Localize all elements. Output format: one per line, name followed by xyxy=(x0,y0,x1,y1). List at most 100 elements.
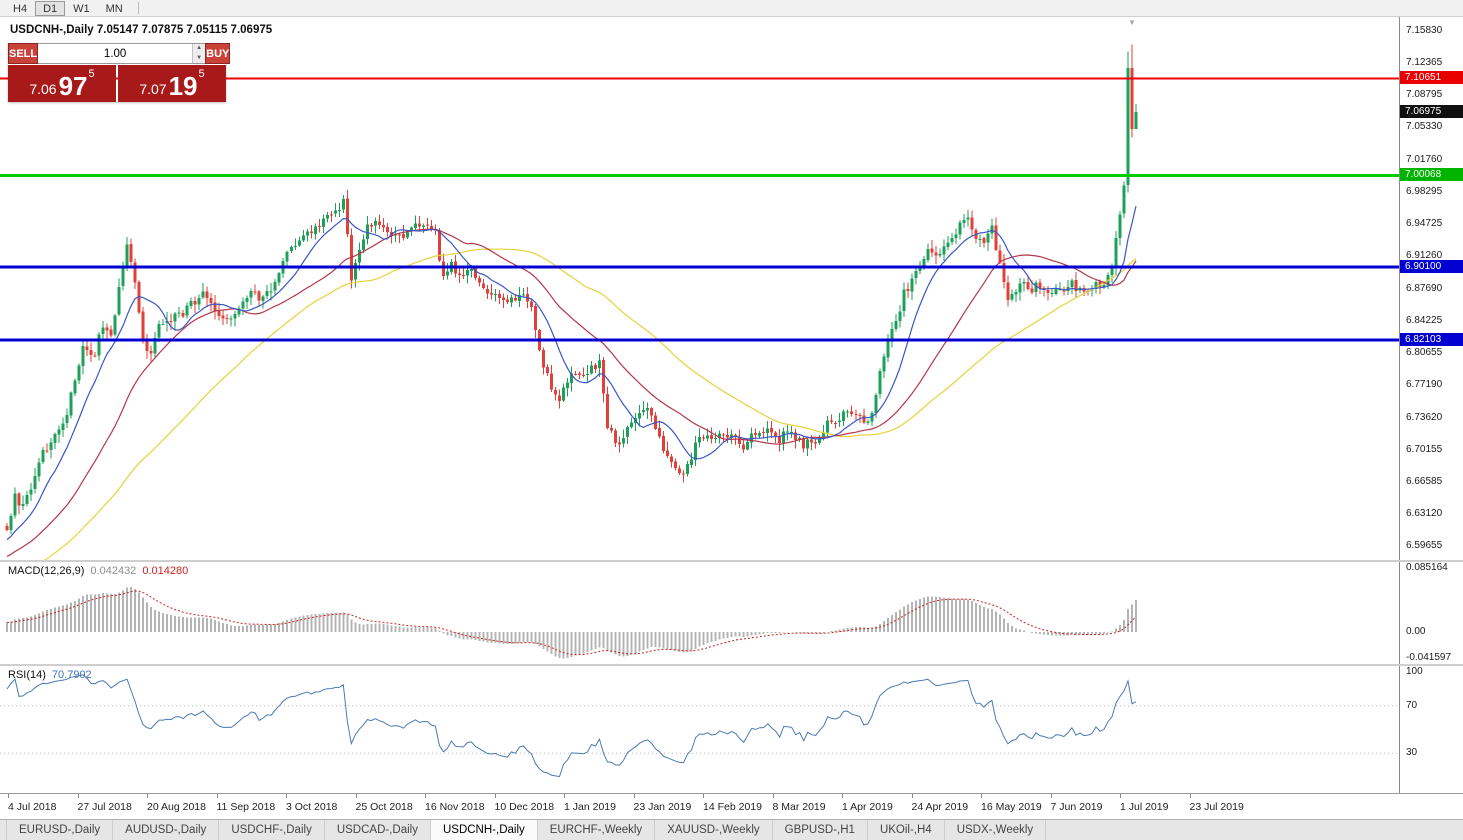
time-axis-label: 1 Jan 2019 xyxy=(564,801,616,813)
time-axis-label: 7 Jun 2019 xyxy=(1050,801,1103,813)
time-axis-label: 1 Jul 2019 xyxy=(1120,801,1169,813)
price-chart-canvas[interactable] xyxy=(0,17,1399,560)
panel-divider xyxy=(0,793,1463,794)
price-tag: 7.00068 xyxy=(1400,168,1463,181)
price-axis-label: 6.91260 xyxy=(1406,250,1443,261)
volume-increase-button[interactable]: ▲ xyxy=(193,44,206,54)
macd-axis-label: -0.041597 xyxy=(1406,652,1452,663)
price-axis[interactable]: 7.15830 7.12365 7.08795 7.05330 7.01760 6.982… xyxy=(1399,17,1463,560)
time-axis-label: 1 Apr 2019 xyxy=(842,801,893,813)
price-axis-label: 6.70155 xyxy=(1406,444,1443,455)
timeframe-button-w1[interactable]: W1 xyxy=(73,2,90,15)
time-tick xyxy=(286,794,287,798)
volume-input[interactable] xyxy=(38,44,193,63)
time-tick xyxy=(564,794,565,798)
time-tick xyxy=(1189,794,1191,798)
time-axis-label: 8 Mar 2019 xyxy=(772,801,826,813)
macd-axis[interactable]: 0.085164 0.00 -0.041597 xyxy=(1399,562,1463,664)
sell-price-point: 5 xyxy=(88,68,95,80)
time-tick xyxy=(772,794,774,798)
volume-decrease-button[interactable]: ▼ xyxy=(193,53,206,63)
chart-shift-marker-icon[interactable]: ▼ xyxy=(1128,18,1136,27)
panel-resize-handle[interactable] xyxy=(0,664,1463,666)
timeframe-toolbar: H4 D1 W1 MN xyxy=(0,0,1463,17)
price-axis-label: 7.01760 xyxy=(1406,154,1443,165)
price-axis-label: 6.66585 xyxy=(1406,476,1443,487)
chart-tab-gbpusd-h1[interactable]: GBPUSD-,H1 xyxy=(773,820,868,840)
chart-tab-audusd-daily[interactable]: AUDUSD-,Daily xyxy=(113,820,220,840)
panel-resize-handle[interactable] xyxy=(0,560,1463,562)
time-axis-label: 27 Jul 2018 xyxy=(77,801,132,813)
price-axis-label: 6.87690 xyxy=(1406,283,1443,294)
chart-tab-usdx-weekly[interactable]: USDX-,Weekly xyxy=(945,820,1047,840)
time-tick xyxy=(216,794,218,798)
price-axis-label: 7.12365 xyxy=(1406,57,1443,68)
toolbar-separator xyxy=(137,2,139,14)
sell-price-main: 7.06 xyxy=(29,81,57,97)
time-axis-label: 11 Sep 2018 xyxy=(216,801,276,813)
macd-axis-label: 0.00 xyxy=(1406,626,1426,637)
time-axis[interactable]: 4 Jul 2018 27 Jul 2018 20 Aug 2018 11 Sep 2… xyxy=(0,794,1463,819)
buy-price-button[interactable]: 7.07 19 5 xyxy=(118,65,226,102)
price-tag: 7.10651 xyxy=(1400,71,1463,84)
chart-tab-eurusd-daily[interactable]: EURUSD-,Daily xyxy=(6,820,114,840)
sell-price-button[interactable]: 7.06 97 5 xyxy=(8,65,116,102)
time-axis-label: 14 Feb 2019 xyxy=(703,801,762,813)
price-axis-label: 6.73620 xyxy=(1406,412,1443,423)
buy-price-main: 7.07 xyxy=(139,81,167,97)
time-tick xyxy=(842,794,843,798)
time-tick xyxy=(425,794,426,798)
timeframe-button-h4[interactable]: H4 xyxy=(13,2,28,15)
chart-tab-eurchf-weekly[interactable]: EURCHF-,Weekly xyxy=(538,820,656,840)
buy-price-point: 5 xyxy=(198,68,205,80)
timeframe-button-d1[interactable]: D1 xyxy=(35,0,66,16)
main-chart-panel: USDCNH-,Daily 7.05147 7.07875 7.05115 7.… xyxy=(0,17,1463,560)
price-axis-label: 6.98295 xyxy=(1406,186,1443,197)
price-axis-label: 7.05330 xyxy=(1406,121,1443,132)
macd-axis-label: 0.085164 xyxy=(1406,562,1448,573)
timeframe-button-mn[interactable]: MN xyxy=(105,2,123,15)
macd-panel: MACD(12,26,9) 0.042432 0.014280 0.085164 0.… xyxy=(0,562,1463,664)
time-tick xyxy=(981,794,982,798)
rsi-axis-label: 100 xyxy=(1406,666,1423,677)
time-axis-label: 3 Oct 2018 xyxy=(286,801,338,813)
time-tick xyxy=(8,794,9,798)
time-axis-label: 24 Apr 2019 xyxy=(911,801,969,813)
price-tag: 7.06975 xyxy=(1400,105,1463,118)
price-axis-label: 7.15830 xyxy=(1406,25,1443,36)
time-tick xyxy=(911,794,913,798)
rsi-axis-label: 70 xyxy=(1406,700,1418,711)
price-tag: 6.90100 xyxy=(1400,260,1463,273)
price-axis-label: 6.59655 xyxy=(1406,540,1443,551)
macd-canvas[interactable] xyxy=(0,562,1399,664)
time-tick xyxy=(1050,794,1052,798)
macd-indicator-label: MACD(12,26,9) 0.042432 0.014280 xyxy=(8,565,189,577)
chart-tab-ukoil-h4[interactable]: UKOil-,H4 xyxy=(868,820,945,840)
price-axis-label: 6.80655 xyxy=(1406,347,1443,358)
time-tick xyxy=(494,794,496,798)
volume-box: ▲ ▼ xyxy=(38,43,206,64)
time-tick xyxy=(633,794,635,798)
time-tick xyxy=(77,794,79,798)
chart-tab-xauusd-weekly[interactable]: XAUUSD-,Weekly xyxy=(655,820,773,840)
chart-tab-usdcnh-daily[interactable]: USDCNH-,Daily xyxy=(430,820,538,840)
sell-button[interactable]: SELL xyxy=(8,43,39,64)
price-axis-label: 6.84225 xyxy=(1406,315,1443,326)
price-axis-label: 6.77190 xyxy=(1406,379,1443,390)
price-axis-label: 6.63120 xyxy=(1406,508,1443,519)
rsi-panel: RSI(14) 70.7902 100 70 30 xyxy=(0,666,1463,793)
buy-price-pips: 19 xyxy=(168,71,198,101)
time-axis-label: 4 Jul 2018 xyxy=(8,801,57,813)
rsi-canvas[interactable] xyxy=(0,666,1399,793)
chart-tab-usdcad-daily[interactable]: USDCAD-,Daily xyxy=(325,820,431,840)
chart-tab-usdchf-daily[interactable]: USDCHF-,Daily xyxy=(219,820,325,840)
time-axis-label: 16 May 2019 xyxy=(981,801,1042,813)
time-axis-label: 10 Dec 2018 xyxy=(494,801,555,813)
rsi-axis-label: 30 xyxy=(1406,747,1418,758)
time-axis-label: 20 Aug 2018 xyxy=(147,801,206,813)
rsi-axis[interactable]: 100 70 30 xyxy=(1399,666,1463,793)
chart-tab-bar: EURUSD-,Daily AUDUSD-,Daily USDCHF-,Daily U… xyxy=(0,819,1463,840)
buy-button[interactable]: BUY xyxy=(205,43,231,64)
